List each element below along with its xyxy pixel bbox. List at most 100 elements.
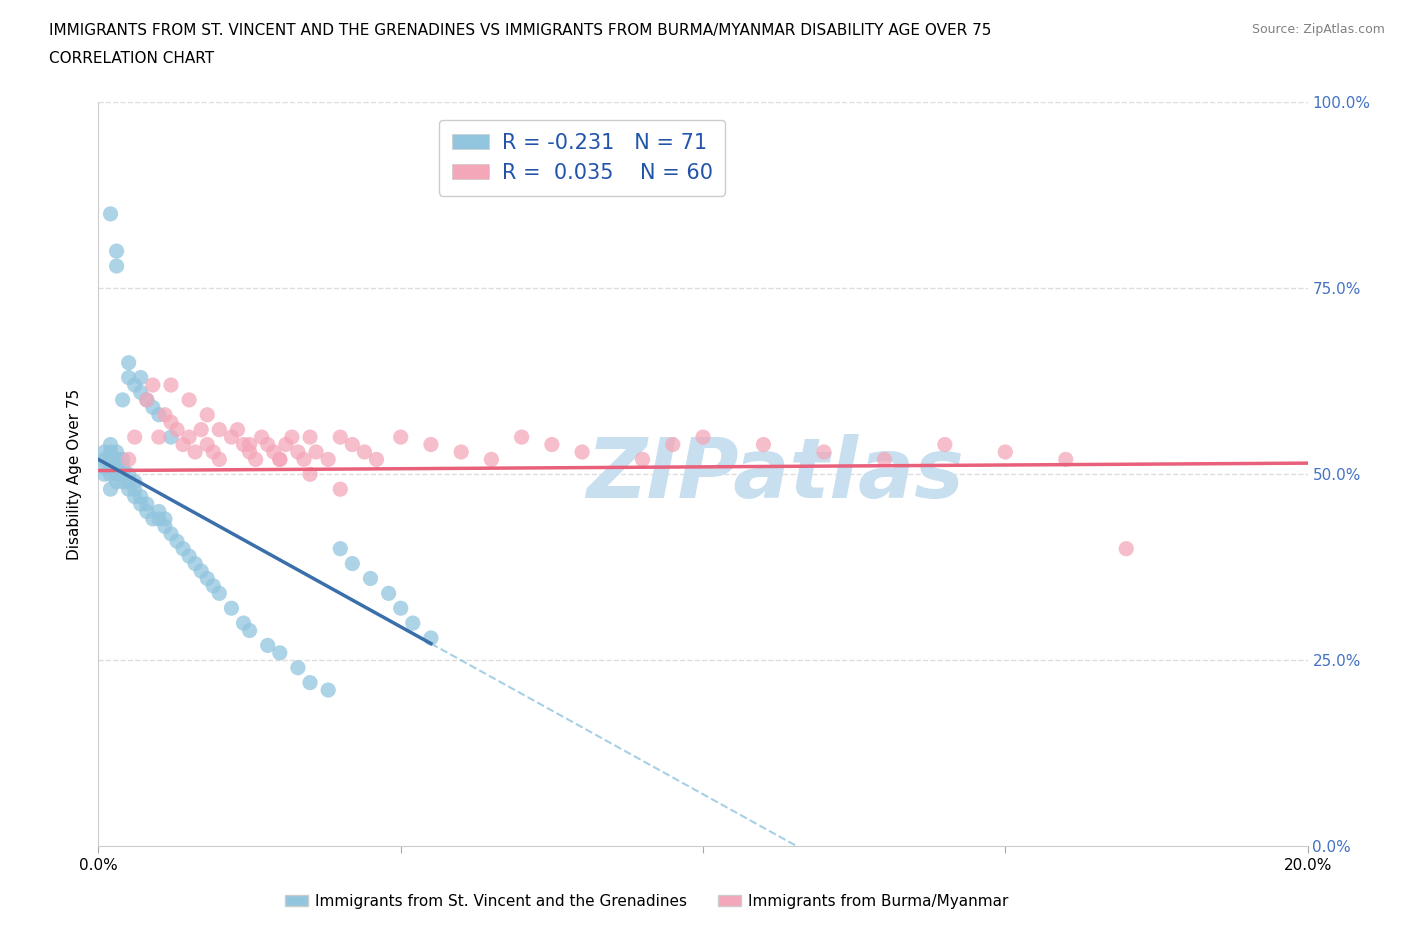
Text: ZIPatlas: ZIPatlas: [586, 433, 965, 515]
Point: [353, 445, 375, 459]
Point: [160, 430, 183, 445]
Point: [118, 370, 141, 385]
Point: [195, 571, 218, 586]
Point: [184, 445, 207, 459]
Point: [287, 660, 309, 675]
Point: [190, 422, 212, 437]
Point: [221, 430, 243, 445]
Point: [93, 467, 115, 482]
Point: [93, 459, 115, 474]
Point: [105, 259, 128, 273]
Point: [208, 422, 231, 437]
Point: [166, 534, 188, 549]
Point: [571, 445, 593, 459]
Point: [105, 474, 128, 489]
Point: [160, 378, 183, 392]
Point: [124, 489, 146, 504]
Point: [105, 467, 128, 482]
Point: [153, 519, 176, 534]
Point: [450, 445, 472, 459]
Point: [299, 467, 322, 482]
Point: [250, 430, 273, 445]
Point: [135, 497, 157, 512]
Point: [263, 445, 285, 459]
Point: [111, 474, 134, 489]
Point: [129, 370, 152, 385]
Point: [135, 392, 157, 407]
Point: [93, 445, 115, 459]
Point: [481, 452, 503, 467]
Point: [208, 586, 231, 601]
Point: [135, 504, 157, 519]
Point: [179, 549, 201, 564]
Point: [934, 437, 956, 452]
Point: [256, 437, 278, 452]
Point: [873, 452, 896, 467]
Point: [316, 452, 339, 467]
Point: [389, 601, 412, 616]
Point: [118, 482, 141, 497]
Point: [142, 512, 165, 526]
Point: [105, 445, 128, 459]
Point: [190, 564, 212, 578]
Point: [142, 400, 165, 415]
Point: [202, 445, 225, 459]
Point: [299, 430, 322, 445]
Point: [124, 430, 146, 445]
Point: [226, 422, 249, 437]
Legend: R = -0.231   N = 71, R =  0.035    N = 60: R = -0.231 N = 71, R = 0.035 N = 60: [439, 120, 725, 195]
Point: [179, 392, 201, 407]
Point: [299, 675, 322, 690]
Point: [202, 578, 225, 593]
Point: [148, 430, 170, 445]
Point: [329, 541, 352, 556]
Point: [153, 512, 176, 526]
Point: [100, 206, 122, 221]
Point: [269, 645, 291, 660]
Point: [316, 683, 339, 698]
Point: [124, 474, 146, 489]
Point: [389, 430, 412, 445]
Point: [195, 407, 218, 422]
Point: [135, 392, 157, 407]
Point: [221, 601, 243, 616]
Point: [232, 437, 254, 452]
Point: [329, 430, 352, 445]
Point: [111, 392, 134, 407]
Point: [208, 452, 231, 467]
Point: [342, 437, 364, 452]
Point: [153, 407, 176, 422]
Point: [118, 452, 141, 467]
Point: [129, 489, 152, 504]
Point: [287, 445, 309, 459]
Point: [245, 452, 267, 467]
Point: [377, 586, 399, 601]
Point: [813, 445, 835, 459]
Point: [366, 452, 388, 467]
Point: [100, 437, 122, 452]
Point: [129, 497, 152, 512]
Text: CORRELATION CHART: CORRELATION CHART: [49, 51, 214, 66]
Point: [269, 452, 291, 467]
Point: [342, 556, 364, 571]
Point: [100, 482, 122, 497]
Point: [184, 556, 207, 571]
Point: [256, 638, 278, 653]
Point: [172, 437, 194, 452]
Point: [100, 452, 122, 467]
Point: [111, 467, 134, 482]
Text: IMMIGRANTS FROM ST. VINCENT AND THE GRENADINES VS IMMIGRANTS FROM BURMA/MYANMAR : IMMIGRANTS FROM ST. VINCENT AND THE GREN…: [49, 23, 991, 38]
Point: [292, 452, 315, 467]
Point: [124, 378, 146, 392]
Text: Source: ZipAtlas.com: Source: ZipAtlas.com: [1251, 23, 1385, 36]
Point: [142, 378, 165, 392]
Point: [100, 445, 122, 459]
Point: [305, 445, 328, 459]
Point: [179, 430, 201, 445]
Point: [239, 445, 262, 459]
Point: [166, 422, 188, 437]
Point: [118, 474, 141, 489]
Point: [420, 631, 443, 645]
Point: [1115, 541, 1137, 556]
Point: [752, 437, 775, 452]
